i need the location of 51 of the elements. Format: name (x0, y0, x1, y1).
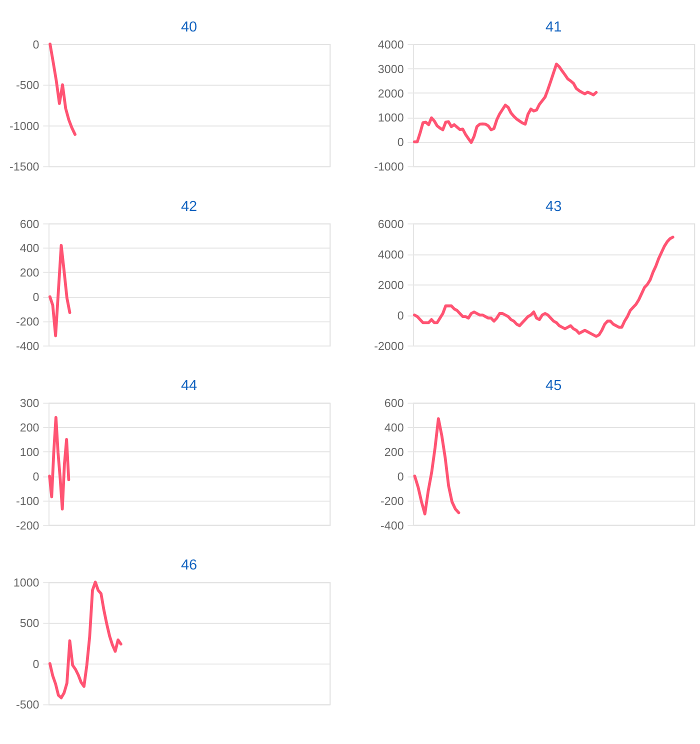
y-tick-label: 1000 (13, 576, 40, 590)
y-tick-label: 400 (20, 242, 40, 256)
y-tick-label: 0 (32, 658, 40, 671)
line-series (48, 416, 70, 510)
chart-title: 43 (546, 198, 562, 215)
y-tick-label: 400 (384, 422, 404, 435)
y-tick-label: -1000 (374, 160, 404, 174)
y-tick-label: 0 (32, 470, 40, 484)
y-tick-label: 0 (397, 309, 404, 322)
y-tick-label: 200 (384, 446, 404, 459)
y-tick-label: 200 (20, 266, 40, 280)
y-tick-label: -100 (16, 494, 40, 508)
y-tick-label: 600 (384, 397, 404, 410)
y-tick-label: 4000 (378, 248, 404, 262)
y-tick-label: 300 (20, 397, 40, 410)
chart-title: 41 (546, 19, 562, 36)
y-tick-label: 600 (20, 218, 40, 231)
y-tick-label: -500 (16, 698, 40, 712)
y-tick-label: -2000 (374, 340, 404, 353)
y-tick-label: 0 (32, 291, 40, 304)
y-tick-label: 2000 (378, 87, 404, 100)
y-tick-label: 2000 (378, 278, 404, 292)
line-series (412, 236, 674, 338)
y-tick-label: 0 (397, 136, 404, 150)
line-series (413, 417, 460, 516)
y-tick-label: -400 (16, 340, 40, 353)
y-tick-label: 6000 (378, 218, 404, 231)
line-series (48, 244, 72, 338)
y-tick-label: -500 (16, 79, 40, 92)
y-tick-label: 500 (20, 617, 40, 630)
chart-title: 40 (180, 19, 198, 36)
chart-title: 46 (180, 558, 198, 574)
line-series (48, 580, 122, 700)
y-tick-label: 3000 (378, 62, 404, 76)
y-tick-label: -200 (16, 315, 40, 328)
y-tick-label: -200 (16, 519, 40, 532)
chart-title: 44 (180, 378, 198, 394)
y-tick-label: 1000 (378, 112, 404, 125)
y-tick-label: 200 (20, 422, 40, 435)
y-tick-label: 0 (32, 38, 40, 52)
chart-title: 45 (546, 378, 562, 394)
line-series (412, 62, 598, 144)
line-series (48, 42, 76, 136)
chart-title: 42 (180, 198, 198, 215)
y-tick-label: -1000 (10, 120, 40, 133)
y-tick-label: 0 (397, 470, 404, 484)
y-tick-label: -400 (380, 519, 404, 532)
y-tick-label: -1500 (10, 160, 40, 174)
y-tick-label: 4000 (378, 38, 404, 52)
y-tick-label: 100 (20, 446, 40, 459)
y-tick-label: -200 (380, 494, 404, 508)
